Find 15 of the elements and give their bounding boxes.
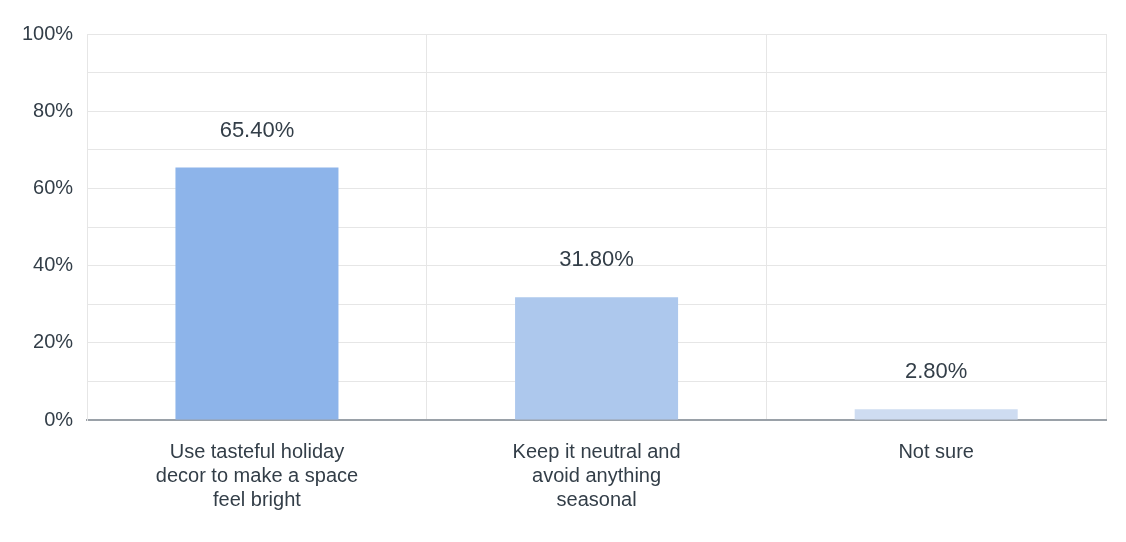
y-tick-label: 20% xyxy=(33,330,74,353)
bar xyxy=(515,297,679,420)
x-tick-label: Use tasteful holiday decor to make a space feel bright xyxy=(155,439,359,510)
bar xyxy=(175,167,339,420)
bar xyxy=(854,409,1018,420)
data-label: 65.40% xyxy=(219,116,295,142)
data-label: 2.80% xyxy=(905,358,968,384)
y-tick-label: 80% xyxy=(33,98,74,121)
y-tick-label: 0% xyxy=(44,407,74,430)
y-tick-label: 100% xyxy=(22,21,74,44)
y-tick-label: 60% xyxy=(33,175,74,198)
data-label: 31.80% xyxy=(559,246,634,272)
y-tick-label: 40% xyxy=(33,253,74,276)
x-tick-label: Keep it neutral and avoid anything seasonal xyxy=(512,439,681,510)
x-tick-label: Not sure xyxy=(898,439,974,462)
